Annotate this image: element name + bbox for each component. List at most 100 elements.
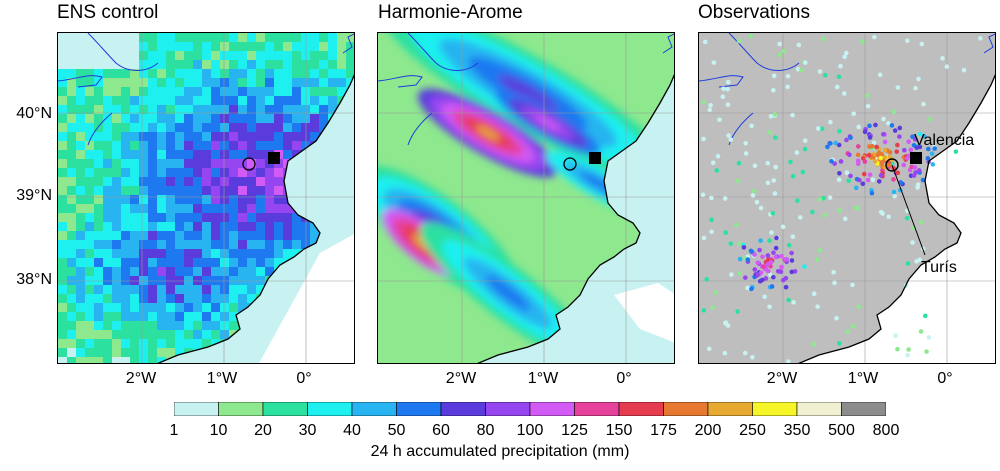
precip-cell [256,177,265,186]
station-dot [745,285,750,291]
precip-cell [58,105,67,114]
precip-cell [139,42,148,51]
precip-cell [265,204,274,213]
precip-cell [103,132,112,141]
precip-cell [94,348,103,357]
precip-cell [220,222,229,231]
river [378,75,423,88]
precip-cell [184,168,193,177]
station-dot [773,164,778,170]
colorbar-swatch [262,402,308,416]
precip-cell [157,339,166,348]
precip-cell [94,357,103,363]
precip-cell [130,330,139,339]
colorbar-tick-label: 1 [169,422,179,439]
precip-cell [184,33,193,42]
station-dot [817,69,823,74]
station-dot [901,162,907,168]
station-dot [895,142,900,148]
precip-cell [166,150,175,159]
precip-cell [175,222,184,231]
precip-cell [85,87,94,96]
precip-cell [247,240,256,249]
precip-cell [148,168,157,177]
coastline [798,74,995,363]
station-dot [886,214,891,220]
precip-cell [112,249,121,258]
station-dot [783,275,789,281]
precip-cell [76,42,85,51]
station-dot [867,123,872,129]
coastline [477,74,674,363]
station-dot [743,151,749,156]
precip-cell [139,51,148,60]
precip-cell [130,186,139,195]
precip-cell [121,330,130,339]
precip-cell [103,159,112,168]
precip-cell [85,312,94,321]
precip-cell [175,132,184,141]
precip-cell [130,294,139,303]
station-dot [750,193,756,198]
precip-cell [121,51,130,60]
station-dot [926,335,932,340]
precip-cell [229,33,238,42]
station-dot [882,147,888,153]
precip-cell [328,60,337,69]
precip-cell [175,168,184,177]
precip-cell [283,141,292,150]
precip-cell [121,303,130,312]
precip-cell [229,114,238,123]
station-dot [758,238,763,243]
station-dot [846,178,851,184]
precip-cell [328,87,337,96]
precip-cell [301,114,310,123]
precip-cell [121,321,130,330]
station-dot [702,39,708,45]
precip-cell [346,78,354,87]
precip-cell [76,321,85,330]
precip-cell [121,276,130,285]
precip-cell [184,150,193,159]
precip-cell [112,159,121,168]
precip-cell [283,213,292,222]
precip-cell [121,294,130,303]
lon-label-2w-harmonie: 2°W [445,370,477,387]
precip-cell [193,150,202,159]
precip-cell [346,60,354,69]
precip-cell [148,276,157,285]
precip-cell [211,294,220,303]
precip-cell [94,321,103,330]
precip-cell [94,249,103,258]
precip-cell [184,69,193,78]
precip-cell [148,321,157,330]
precip-cell [274,258,283,267]
precip-cell [238,276,247,285]
precip-cell [67,231,76,240]
precip-cell [220,303,229,312]
precip-cell [85,249,94,258]
colorbar-swatch [174,402,219,416]
precip-cell [265,258,274,267]
precip-cell [175,60,184,69]
station-dot [978,35,983,41]
station-dot [717,117,722,123]
station-dot [860,181,866,187]
precip-cell [184,132,193,141]
precip-cell [310,222,319,231]
precip-cell [247,87,256,96]
precip-cell [256,132,265,141]
precip-cell [139,150,148,159]
precip-band [534,114,562,132]
station-dot [710,305,716,310]
precip-cell [175,249,184,258]
colorbar-tick-label: 125 [561,422,588,439]
precip-cell [121,339,130,348]
precip-cell [265,105,274,114]
station-dot [925,146,931,152]
precip-cell [220,141,229,150]
colorbar-tick-label: 250 [739,422,766,439]
precip-cell [58,78,67,87]
precip-cell [229,96,238,105]
station-dot [736,241,742,246]
